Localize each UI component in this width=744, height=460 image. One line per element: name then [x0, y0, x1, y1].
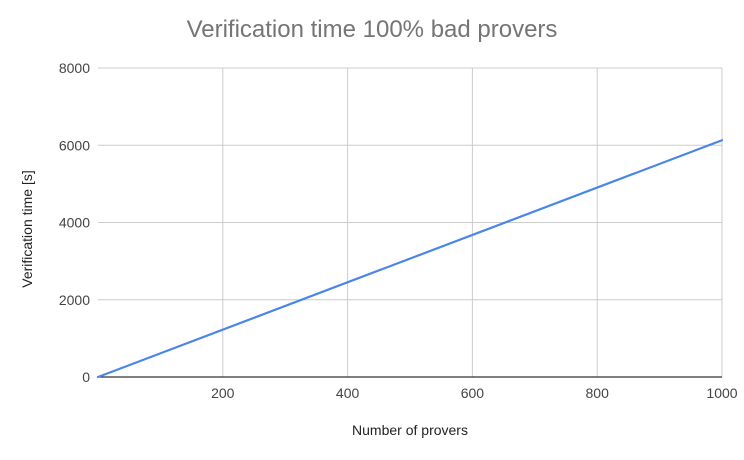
y-tick-label: 6000 [59, 137, 90, 153]
y-axis-label: Verification time [s] [19, 170, 35, 288]
chart-title: Verification time 100% bad provers [186, 16, 558, 43]
x-axis-label: Number of provers [352, 422, 468, 438]
x-tick-label: 800 [586, 385, 610, 401]
x-tick-label: 200 [211, 385, 235, 401]
x-tick-label: 1000 [706, 385, 737, 401]
y-tick-label: 2000 [59, 292, 90, 308]
y-tick-label: 4000 [59, 215, 90, 231]
y-tick-label: 0 [82, 369, 90, 385]
y-tick-label: 8000 [59, 60, 90, 76]
series-line [96, 139, 724, 379]
x-tick-label: 400 [336, 385, 360, 401]
x-tick-label: 600 [461, 385, 485, 401]
